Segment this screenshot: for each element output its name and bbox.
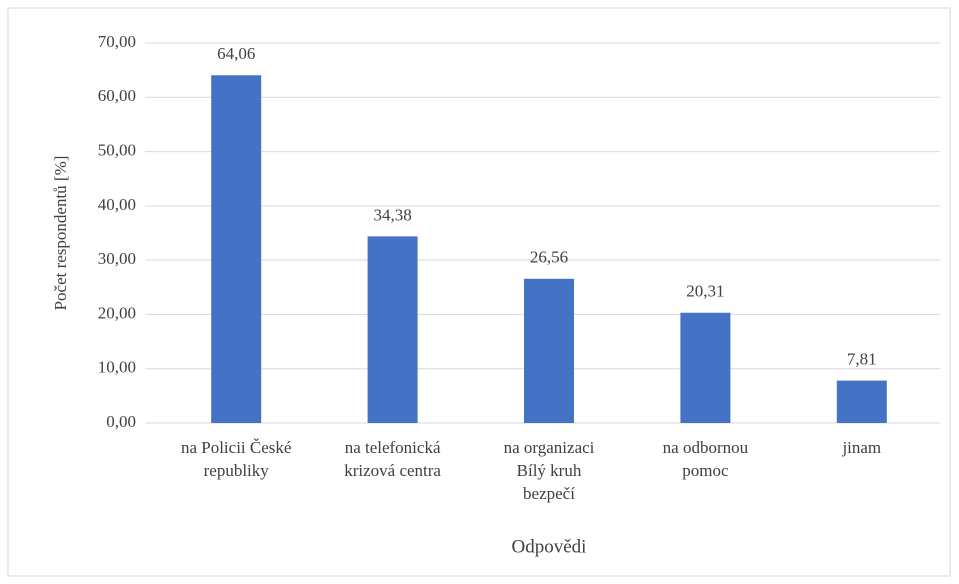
- x-axis-title: Odpovědi: [512, 536, 587, 557]
- x-tick-label: jinam: [841, 438, 881, 457]
- x-tick-label: na odbornou pomoc: [663, 438, 749, 480]
- y-tick-label: 10,00: [98, 358, 136, 377]
- x-tick-label-line: na odbornou: [663, 438, 749, 457]
- chart-border: [7, 7, 951, 577]
- x-tick-label-line: Bílý kruh: [517, 461, 582, 480]
- x-tick-label: na Policii České republiky: [181, 438, 291, 480]
- x-tick-label: na organizaci Bílý kruh bezpečí: [504, 438, 595, 503]
- value-label: 64,06: [217, 44, 255, 63]
- y-tick-label: 70,00: [98, 32, 136, 51]
- bar: [524, 278, 574, 423]
- x-tick-label-line: na telefonická: [345, 438, 441, 457]
- y-tick-label: 30,00: [98, 249, 136, 268]
- value-label: 26,56: [530, 248, 568, 267]
- x-tick-label-line: jinam: [841, 438, 881, 457]
- bar: [836, 380, 887, 423]
- bar: [211, 75, 262, 423]
- y-tick-label: 50,00: [98, 140, 136, 159]
- value-label: 20,31: [686, 282, 724, 301]
- y-tick-label: 20,00: [98, 303, 136, 322]
- x-tick-label-line: krizová centra: [344, 461, 441, 480]
- x-tick-label-line: na organizaci: [504, 438, 595, 457]
- bar: [367, 236, 418, 423]
- y-tick-label: 40,00: [98, 195, 136, 214]
- x-tick-label-line: republiky: [204, 461, 270, 480]
- x-tick-label-line: pomoc: [682, 461, 729, 480]
- x-tick-label: na telefonická krizová centra: [344, 438, 441, 480]
- value-label: 7,81: [847, 350, 877, 369]
- bar: [680, 312, 731, 423]
- value-label: 34,38: [373, 205, 411, 224]
- x-tick-label-line: bezpečí: [523, 484, 575, 503]
- y-tick-label: 0,00: [106, 412, 136, 431]
- y-tick-label: 60,00: [98, 86, 136, 105]
- x-tick-label-line: na Policii České: [181, 438, 291, 457]
- y-axis-title: Počet respondentů [%]: [51, 156, 70, 311]
